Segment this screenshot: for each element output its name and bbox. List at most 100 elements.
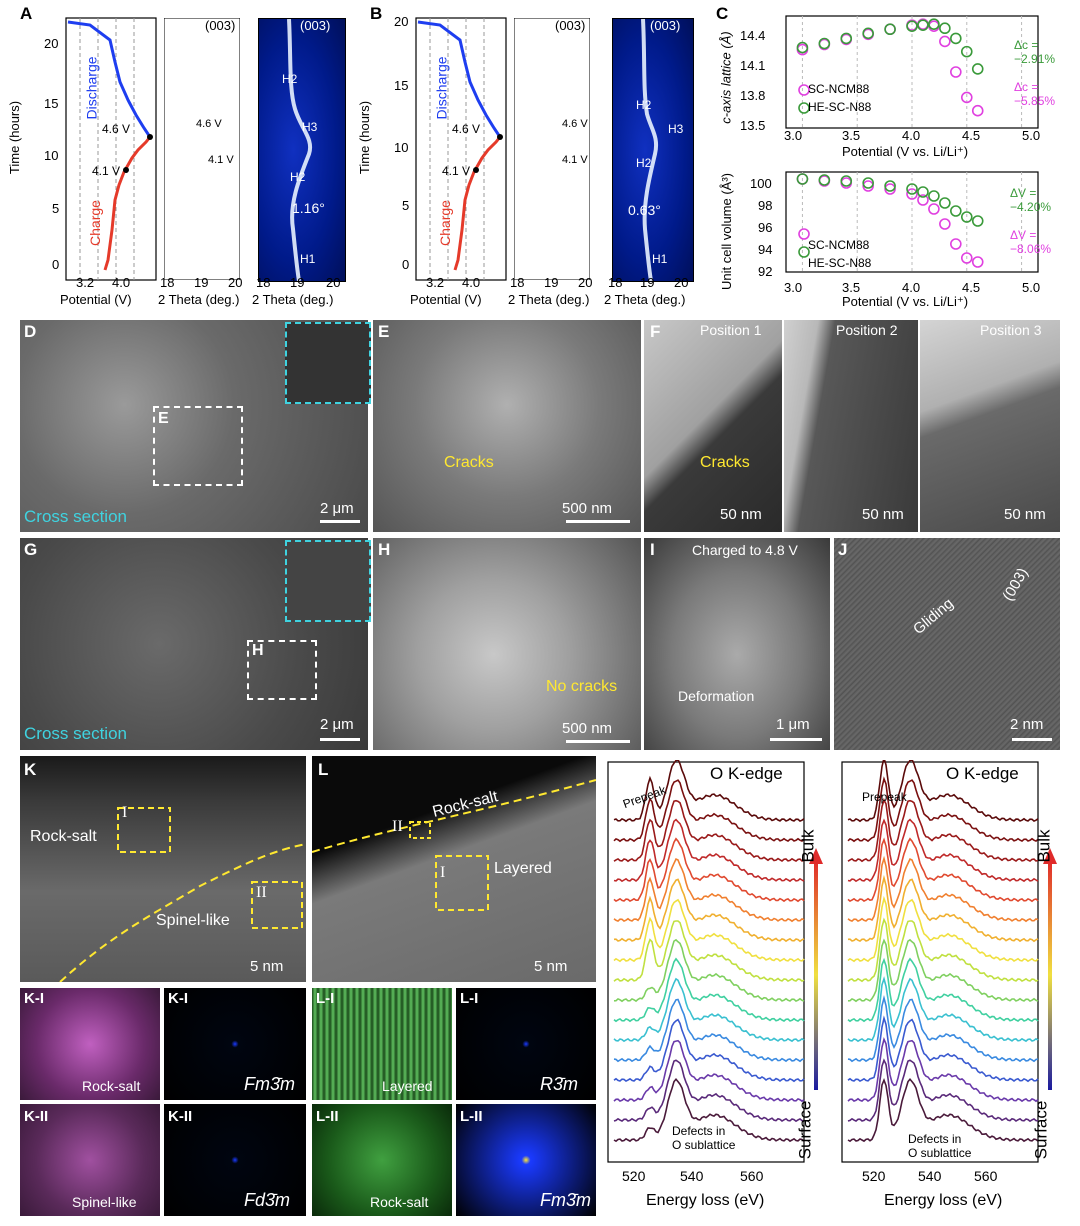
panel-m-title: O K-edge bbox=[710, 764, 783, 783]
depth-gradient-arrow bbox=[814, 860, 818, 1090]
panel-n-xlabel: Energy loss (eV) bbox=[884, 1192, 1003, 1209]
panel-b-phase-label: H2 bbox=[636, 156, 652, 170]
panel-c-top-ytick: 13.5 bbox=[740, 118, 766, 133]
data-point-sc-ncm88 bbox=[971, 104, 984, 117]
panel-a-charge-label: Charge bbox=[86, 200, 103, 246]
data-point-sc-ncm88 bbox=[960, 252, 973, 264]
panel-b-ytick: 5 bbox=[402, 198, 410, 213]
data-point-he-sc-n88 bbox=[960, 211, 973, 223]
panel-c-bottom-xtick: 4.0 bbox=[902, 280, 921, 295]
data-point-he-sc-n88 bbox=[950, 32, 962, 45]
panel-label-b: B bbox=[370, 4, 383, 23]
panel-n-xtick: 540 bbox=[918, 1168, 942, 1184]
panel-a-v46b: 4.6 V bbox=[196, 118, 222, 130]
panel-h-nocracks: No cracks bbox=[546, 678, 618, 695]
depth-gradient-arrow bbox=[1048, 860, 1052, 1090]
panel-b-charge-label: Charge bbox=[436, 200, 453, 246]
panel-k-spinel: Spinel-like bbox=[156, 912, 230, 929]
panel-a-theta-tick: 19 bbox=[194, 275, 209, 290]
panel-c-top-legend-1: SC-NCM88 bbox=[808, 82, 870, 96]
panel-a-xlabel-theta2: 2 Theta (deg.) bbox=[252, 292, 334, 307]
panel-a-xtick: 3.2 bbox=[76, 275, 95, 290]
data-point-he-sc-n88 bbox=[884, 23, 896, 36]
panel-b-v41b: 4.1 V bbox=[562, 154, 588, 166]
panel-e-scalebar bbox=[566, 520, 630, 523]
spectrum-line bbox=[847, 776, 1039, 843]
panel-lii-fft bbox=[456, 1104, 596, 1216]
panel-d-scalebar bbox=[320, 520, 360, 523]
panel-i-scalebar bbox=[770, 738, 822, 741]
data-point-he-sc-n88 bbox=[939, 22, 951, 35]
spectrum-line bbox=[613, 920, 805, 983]
panel-c-top-xtick: 3.0 bbox=[784, 128, 803, 143]
panel-a-potential-plot bbox=[65, 17, 157, 281]
panel-b-ylabel: Time (hours) bbox=[357, 100, 373, 175]
panel-b-phase-label: H3 bbox=[668, 122, 684, 136]
panel-l-boundary bbox=[312, 779, 596, 911]
panel-h-scale: 500 nm bbox=[562, 720, 613, 737]
spectrum-line bbox=[847, 1077, 1039, 1143]
data-point-sc-ncm88 bbox=[906, 188, 918, 200]
spectrum-line bbox=[613, 760, 805, 823]
panel-c-bottom-ytick: 98 bbox=[758, 198, 773, 213]
panel-b-contour-tag: (003) bbox=[650, 18, 681, 33]
panel-c-top-ytick: 14.1 bbox=[740, 58, 766, 73]
spectrum-line bbox=[847, 976, 1039, 1043]
spectrum-line bbox=[847, 837, 1039, 903]
panel-label-e: E bbox=[378, 322, 390, 341]
panel-i-deformation: Deformation bbox=[678, 688, 755, 704]
panel-b-theta-tick: 19 bbox=[544, 275, 559, 290]
panel-k-stem-image bbox=[20, 756, 306, 982]
spectrum-line bbox=[613, 1018, 805, 1083]
panel-j-scale: 2 nm bbox=[1010, 716, 1044, 733]
panel-a-phase-label: H2 bbox=[282, 72, 298, 86]
panel-c-bottom-xtick: 3.0 bbox=[784, 280, 803, 295]
panel-label-lii-fft: L-II bbox=[460, 1108, 483, 1125]
panel-a-xlabel-theta: 2 Theta (deg.) bbox=[158, 292, 240, 307]
panel-label-j: J bbox=[838, 540, 848, 559]
spectrum-line bbox=[847, 1037, 1039, 1103]
panel-a-contour-map bbox=[258, 18, 346, 282]
spectrum-line bbox=[613, 898, 805, 963]
panel-b-ytick: 0 bbox=[402, 257, 410, 272]
panel-d-scale: 2 μm bbox=[320, 500, 354, 517]
panel-b-potential-plot bbox=[415, 17, 507, 281]
arrow-head-icon bbox=[809, 848, 823, 864]
data-point-sc-ncm88 bbox=[971, 256, 984, 268]
data-point-he-sc-n88 bbox=[840, 32, 853, 45]
panel-l-stem-image bbox=[312, 756, 596, 982]
panel-k-scale: 5 nm bbox=[250, 958, 284, 975]
panel-b-xlabel-theta: 2 Theta (deg.) bbox=[508, 292, 590, 307]
data-point-he-sc-n88 bbox=[818, 37, 831, 50]
legend-marker bbox=[798, 246, 810, 258]
panel-h-sem-image bbox=[373, 538, 641, 750]
spectrum-line bbox=[613, 998, 805, 1063]
panel-c-bottom-legend-1: SC-NCM88 bbox=[808, 238, 870, 252]
panel-c-dc-green: Δc = −2.91% bbox=[1014, 38, 1056, 66]
panel-a-theta-tick: 18 bbox=[256, 275, 271, 290]
legend-marker bbox=[798, 228, 810, 240]
legend-marker bbox=[798, 84, 810, 96]
data-point-sc-ncm88 bbox=[884, 183, 896, 195]
panel-label-l: L bbox=[318, 760, 329, 779]
spectrum-line bbox=[847, 797, 1039, 863]
data-point-he-sc-n88 bbox=[917, 19, 929, 31]
panel-f-scale-3: 50 nm bbox=[1004, 506, 1046, 523]
panel-k-box2-label: II bbox=[256, 884, 267, 901]
legend-marker bbox=[798, 102, 810, 114]
panel-a-theta-tick: 20 bbox=[326, 275, 341, 290]
data-point-sc-ncm88 bbox=[950, 66, 962, 78]
spectrum-line bbox=[613, 938, 805, 1003]
panel-c-top-xtick: 3.5 bbox=[842, 128, 861, 143]
panel-n-prepeak: Prepeak bbox=[862, 790, 907, 804]
panel-b-ytick: 10 bbox=[394, 140, 409, 155]
panel-k-rocksalt: Rock-salt bbox=[30, 828, 97, 845]
spectrum-line bbox=[613, 1039, 805, 1103]
data-point-sc-ncm88 bbox=[862, 180, 874, 192]
panel-m-xtick: 560 bbox=[740, 1168, 764, 1184]
panel-li-image bbox=[312, 988, 452, 1100]
panel-b-discharge-label: Discharge bbox=[433, 56, 450, 120]
panel-c-bottom-ytick: 94 bbox=[758, 242, 773, 257]
panel-b-v41: 4.1 V bbox=[442, 164, 471, 178]
spectrum-line bbox=[613, 858, 805, 923]
